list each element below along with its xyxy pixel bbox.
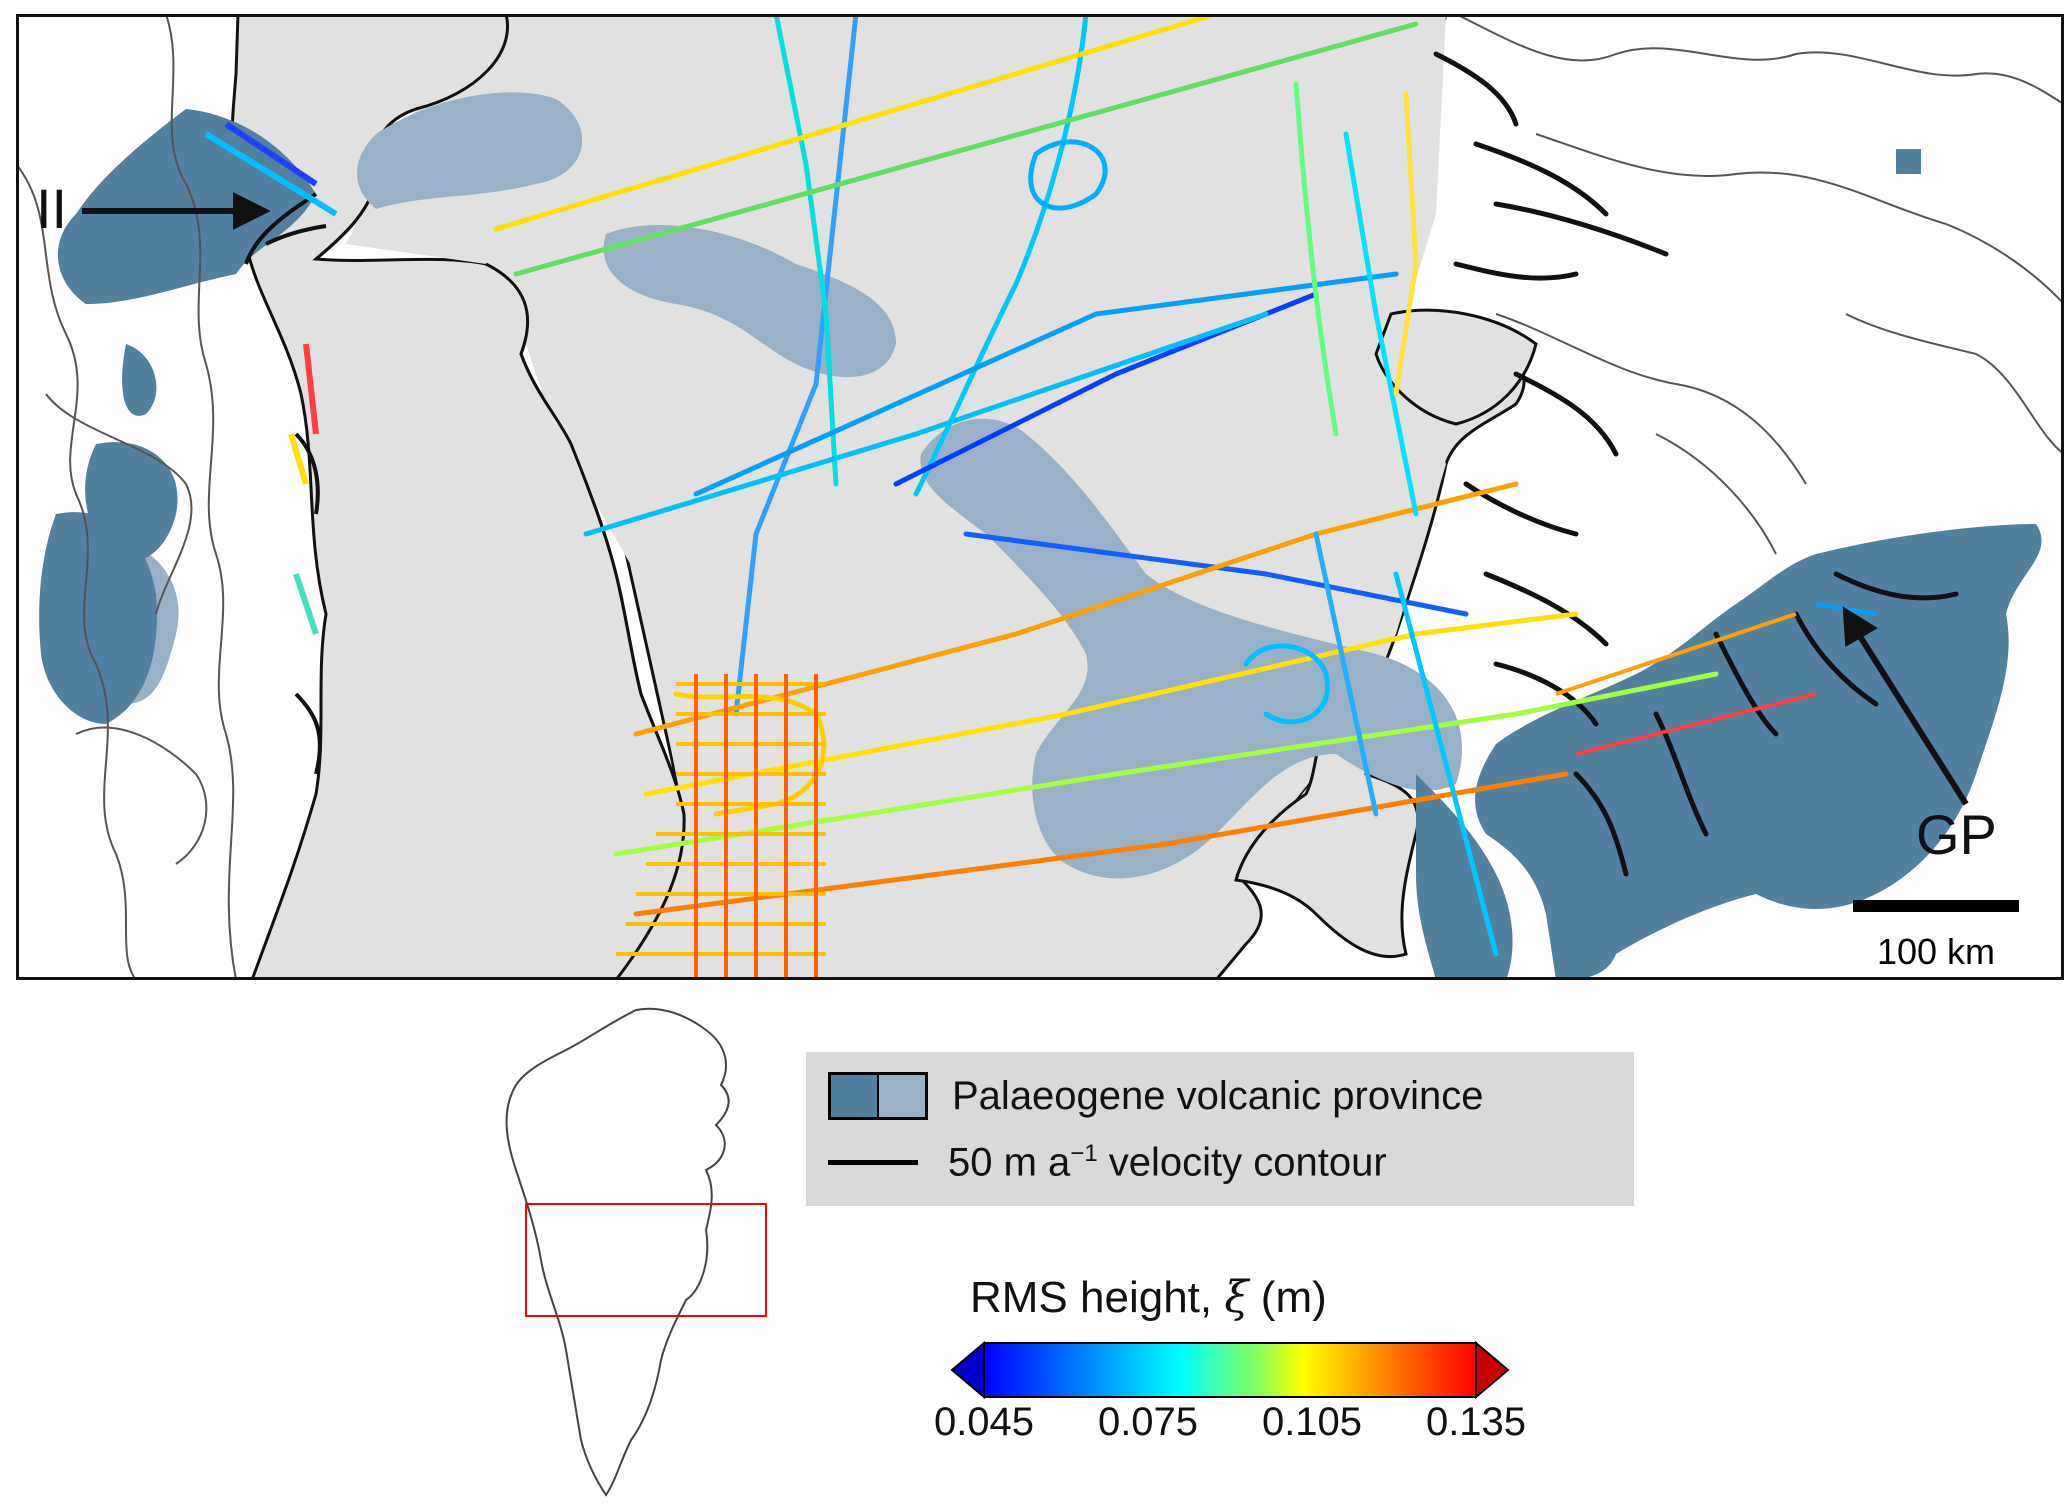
colorbar-tick-label: 0.075 <box>1097 1400 1199 1444</box>
inset-map-greenland <box>505 1007 767 1497</box>
label-ii: II <box>36 177 67 240</box>
label-gp: GP <box>1916 803 1997 866</box>
scale-bar: 100 km <box>1853 900 2019 972</box>
colorbar-tick-label: 0.045 <box>933 1400 1035 1444</box>
colorbar-gradient <box>983 1342 1477 1398</box>
legend-row-contour: 50 m a−1 velocity contour <box>828 1140 1387 1185</box>
colorbar-extend-low <box>950 1341 985 1399</box>
legend-contour-line <box>828 1160 918 1166</box>
ice-sheet-outline <box>315 14 686 980</box>
colorbar-tick-label: 0.135 <box>1425 1400 1527 1444</box>
map-frame <box>16 14 2064 980</box>
swatch-volcanic-light <box>878 1072 928 1120</box>
flight-lines <box>493 14 1719 957</box>
inset-location-box <box>525 1203 767 1317</box>
fjord-lake <box>1374 308 1538 426</box>
scale-bar-label: 100 km <box>1877 931 1995 972</box>
coastal-strip-data <box>204 121 338 635</box>
legend: Palaeogene volcanic province 50 m a−1 ve… <box>806 1052 1634 1206</box>
legend-volcanic-label: Palaeogene volcanic province <box>952 1073 1484 1118</box>
colorbar-title: RMS height, ξ (m) <box>970 1272 1327 1323</box>
colorbar-tick-label: 0.105 <box>1261 1400 1363 1444</box>
main-map: 100 km II GP <box>16 14 2064 980</box>
coastline-west <box>16 14 237 980</box>
colorbar <box>950 1341 1510 1399</box>
volcanic-province-dark <box>39 109 2042 980</box>
glacier-lobe <box>1234 710 1420 959</box>
colorbar-extend-high <box>1475 1341 1510 1399</box>
coastline-east <box>1455 14 2064 555</box>
survey-grid <box>616 674 826 980</box>
legend-row-volcanic: Palaeogene volcanic province <box>828 1072 1483 1120</box>
legend-contour-label: 50 m a−1 velocity contour <box>948 1140 1387 1185</box>
fjords-west <box>244 192 327 775</box>
label-arrows <box>82 192 1969 806</box>
swatch-volcanic-dark <box>828 1072 878 1120</box>
greenland-outline <box>505 1007 730 1497</box>
fjords-east <box>1433 51 1959 877</box>
